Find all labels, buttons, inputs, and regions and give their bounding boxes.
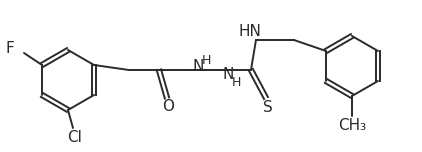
Text: O: O	[162, 98, 174, 114]
Text: N: N	[193, 59, 204, 74]
Text: Cl: Cl	[68, 130, 82, 145]
Text: S: S	[263, 100, 273, 114]
Text: H: H	[202, 54, 211, 67]
Text: N: N	[223, 67, 234, 81]
Text: CH₃: CH₃	[338, 117, 366, 133]
Text: F: F	[5, 40, 14, 55]
Text: HN: HN	[239, 24, 262, 40]
Text: H: H	[232, 76, 241, 88]
